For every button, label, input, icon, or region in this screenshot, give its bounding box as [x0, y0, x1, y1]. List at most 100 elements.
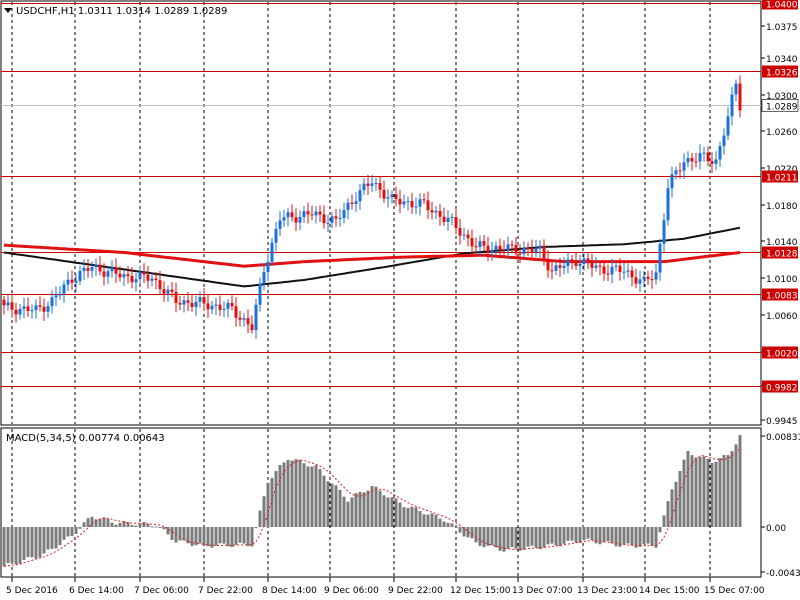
macd-bar	[178, 527, 182, 541]
macd-bar	[382, 495, 386, 527]
ma-slow-line	[3, 226, 741, 288]
macd-bar	[478, 527, 482, 546]
macd-bar	[74, 527, 78, 534]
macd-bar	[462, 527, 466, 537]
macd-bar	[134, 525, 138, 527]
macd-bar	[274, 470, 278, 527]
macd-bar	[186, 527, 190, 544]
macd-bar	[718, 458, 722, 527]
macd-bar	[334, 485, 338, 527]
candle	[38, 296, 42, 312]
macd-bar	[642, 527, 646, 545]
candle	[70, 270, 74, 290]
candle	[170, 281, 174, 298]
candle	[166, 285, 170, 302]
candle	[210, 300, 214, 314]
candle	[590, 253, 594, 277]
macd-bar	[18, 527, 22, 564]
macd-bar	[710, 462, 714, 527]
time-axis[interactable]: 5 Dec 2016 6 Dec 14:00 7 Dec 06:00 7 Dec 22…	[6, 577, 765, 596]
macd-bar	[650, 527, 654, 546]
candle	[630, 265, 634, 287]
candlestick-series	[2, 75, 742, 339]
macd-bar	[434, 514, 438, 527]
candle	[82, 259, 86, 280]
candle	[6, 294, 10, 311]
candle	[154, 271, 158, 290]
candle	[174, 282, 178, 313]
candle	[374, 177, 378, 192]
candle	[646, 270, 650, 285]
time-axis-label: 9 Dec 06:00	[324, 586, 379, 596]
macd-bar	[682, 459, 686, 527]
candle	[150, 273, 154, 287]
macd-bar	[6, 527, 10, 564]
candle	[486, 236, 490, 262]
macd-bar	[506, 527, 510, 549]
candle	[122, 269, 126, 286]
price-tick-label: 1.0340	[766, 55, 798, 65]
time-axis-label: 13 Dec 23:00	[577, 586, 638, 596]
candle	[558, 257, 562, 277]
candle	[254, 298, 258, 339]
candle	[2, 296, 6, 315]
candle	[658, 239, 662, 281]
macd-pane[interactable]	[0, 427, 762, 578]
macd-bar	[422, 514, 426, 527]
candle	[398, 189, 402, 214]
candle	[690, 153, 694, 171]
candle	[606, 264, 610, 282]
price-tick-label: 1.0260	[766, 128, 798, 138]
candle	[94, 258, 98, 276]
macd-bar	[270, 478, 274, 527]
macd-bar	[194, 527, 198, 546]
candle	[522, 241, 526, 260]
time-axis-label: 5 Dec 2016	[6, 586, 58, 596]
candle	[518, 244, 522, 264]
level-price-tag-text: 1.0211	[766, 174, 798, 184]
candle	[130, 267, 134, 289]
macd-bar	[58, 527, 62, 546]
level-price-tag-bg	[762, 0, 798, 10]
candle	[710, 152, 714, 173]
macd-bar	[662, 515, 666, 527]
price-tick-label: 0.9945	[766, 417, 798, 427]
candle	[310, 205, 314, 221]
level-price-tag-bg	[762, 346, 798, 359]
candle	[102, 263, 106, 286]
macd-bar	[450, 523, 454, 527]
macd-bar	[370, 486, 374, 527]
candle	[318, 205, 322, 223]
candle	[638, 270, 642, 293]
macd-bar	[222, 527, 226, 544]
macd-bar	[694, 457, 698, 527]
macd-bar	[142, 521, 146, 527]
macd-bar	[386, 497, 390, 527]
macd-bar	[46, 527, 50, 550]
candle	[478, 235, 482, 257]
macd-bar	[318, 469, 322, 527]
macd-bar	[638, 527, 642, 547]
macd-bar	[686, 451, 690, 527]
macd-bar	[170, 527, 174, 540]
macd-bar	[458, 527, 462, 533]
macd-bar	[342, 496, 346, 527]
dropdown-triangle-icon[interactable]	[4, 8, 12, 13]
level-price-tag-bg	[762, 246, 798, 259]
candle	[194, 295, 198, 317]
price-pane[interactable]	[0, 0, 762, 426]
candle	[146, 265, 150, 289]
macd-bar	[646, 527, 650, 544]
level-price-tag-text: 1.0020	[766, 350, 798, 360]
macd-bar	[314, 465, 318, 527]
candle	[562, 256, 566, 275]
candle	[354, 192, 358, 212]
candle	[610, 258, 614, 284]
candle	[238, 310, 242, 327]
candle	[342, 202, 346, 224]
candle	[430, 201, 434, 220]
macd-bar	[406, 507, 410, 527]
candle	[470, 229, 474, 254]
macd-bar	[674, 481, 678, 527]
